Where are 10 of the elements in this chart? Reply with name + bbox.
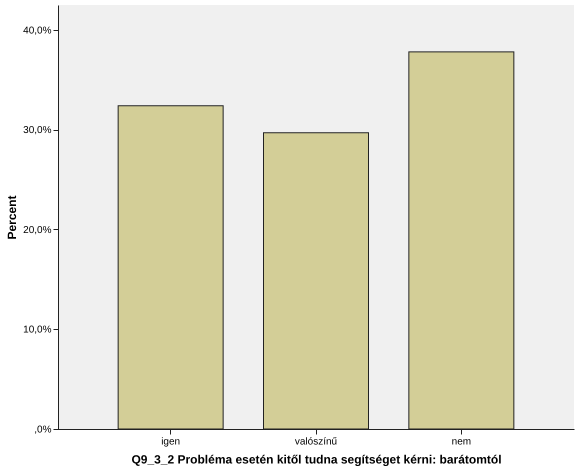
y-axis-title: Percent [5,195,20,240]
y-tick-label: 40,0% [23,25,52,36]
x-tick-label: valószínű [294,436,338,448]
y-tick-label: 10,0% [23,324,52,336]
x-axis-title: Q9_3_2 Probléma esetén kitől tudna segítséget kérni: barátomtól [131,452,502,466]
y-tick-label: 20,0% [23,224,52,236]
x-tick-label: igen [161,436,180,448]
y-tick-label: ,0% [34,424,52,436]
y-tick-label: 30,0% [23,125,52,136]
x-tick-label: nem [452,436,472,448]
